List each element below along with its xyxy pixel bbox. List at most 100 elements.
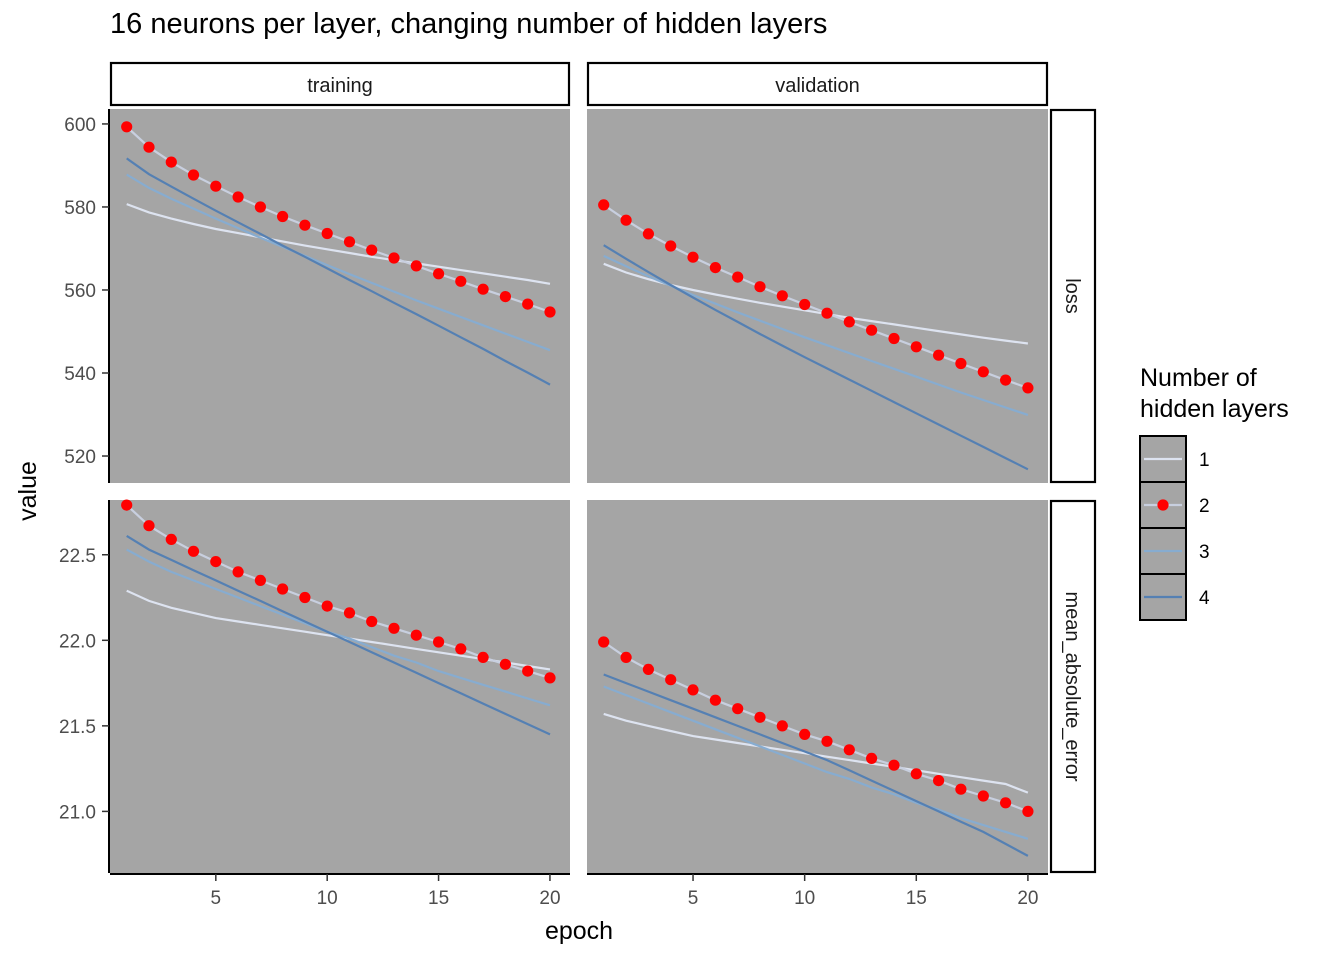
series-point-2-training-loss — [187, 169, 200, 181]
series-point-2-training-mean_absolute_error — [388, 622, 400, 634]
series-point-2-training-loss — [455, 275, 467, 287]
strip-mean_absolute_error — [1049, 499, 1097, 874]
series-point-2-validation-loss — [933, 349, 945, 361]
x-tick-label-validation: 20 — [1017, 888, 1038, 909]
strip-validation — [586, 61, 1049, 107]
strip-training — [109, 61, 571, 107]
series-point-2-training-loss — [343, 236, 356, 248]
series-point-2-validation-mean_absolute_error — [821, 735, 833, 747]
series-point-2-training-mean_absolute_error — [343, 607, 356, 619]
series-point-2-training-mean_absolute_error — [477, 651, 489, 664]
strip-label-mean_absolute_error: mean_absolute_error — [1061, 591, 1083, 781]
series-point-2-training-mean_absolute_error — [232, 566, 244, 578]
y-tick-label-loss: 560 — [64, 281, 96, 302]
series-point-2-validation-loss — [642, 228, 655, 240]
y-axis-title: value — [14, 461, 42, 521]
series-point-2-training-mean_absolute_error — [366, 615, 378, 628]
series-point-2-training-loss — [277, 210, 289, 223]
series-line-3-training-mean_absolute_error — [126, 548, 551, 707]
x-tick-label-validation: 5 — [688, 888, 699, 909]
x-tick-label-training: 10 — [317, 888, 338, 909]
series-point-2-training-loss — [299, 219, 311, 231]
series-point-2-training-mean_absolute_error — [522, 665, 534, 677]
legend-label-4: 4 — [1199, 588, 1210, 609]
chart-title: 16 neurons per layer, changing number of… — [110, 8, 828, 40]
series-point-2-training-mean_absolute_error — [210, 556, 222, 568]
series-point-2-training-loss — [254, 201, 266, 213]
strip-loss — [1049, 108, 1097, 484]
y-tick-label-mean_absolute_error: 21.5 — [59, 717, 96, 738]
series-line-4-training-mean_absolute_error — [126, 534, 551, 736]
y-tick-label-loss: 580 — [64, 198, 96, 219]
series-point-2-validation-loss — [1022, 382, 1034, 394]
series-point-2-training-loss — [321, 227, 333, 240]
series-point-2-validation-loss — [709, 262, 722, 274]
series-point-2-validation-mean_absolute_error — [933, 775, 945, 787]
series-point-2-validation-mean_absolute_error — [754, 711, 766, 723]
y-tick-label-loss: 540 — [64, 364, 96, 385]
series-point-2-validation-loss — [732, 271, 744, 283]
series-point-2-validation-loss — [776, 290, 788, 302]
legend-key-point-2 — [1157, 499, 1169, 511]
series-point-2-training-loss — [366, 244, 378, 256]
series-line-3-validation-mean_absolute_error — [603, 685, 1029, 840]
series-point-2-validation-mean_absolute_error — [620, 651, 632, 664]
series-point-2-training-loss — [232, 191, 244, 203]
x-axis-title: epoch — [545, 917, 613, 945]
x-tick-label-validation: 10 — [794, 888, 815, 909]
series-line-4-validation-loss — [603, 244, 1029, 471]
x-tick-label-training: 20 — [539, 888, 560, 909]
panel-background-training-mean_absolute_error — [110, 500, 570, 873]
y-tick-label-mean_absolute_error: 22.0 — [59, 631, 96, 652]
series-point-2-validation-mean_absolute_error — [776, 720, 788, 732]
series-point-2-training-mean_absolute_error — [321, 600, 333, 612]
strip-label-validation: validation — [775, 75, 860, 97]
series-point-2-training-mean_absolute_error — [299, 591, 311, 604]
series-point-2-training-loss — [499, 291, 511, 303]
series-point-2-training-loss — [433, 268, 445, 280]
series-point-2-validation-loss — [1000, 374, 1012, 386]
series-point-2-training-mean_absolute_error — [499, 658, 511, 670]
series-point-2-validation-loss — [843, 316, 855, 328]
series-point-2-validation-mean_absolute_error — [665, 674, 677, 686]
series-point-2-validation-loss — [620, 214, 632, 226]
series-point-2-validation-mean_absolute_error — [642, 663, 655, 676]
y-tick-label-loss: 600 — [64, 115, 96, 136]
series-point-2-validation-loss — [821, 307, 833, 319]
strip-label-training: training — [307, 75, 373, 97]
series-point-2-validation-mean_absolute_error — [598, 636, 610, 648]
series-point-2-training-mean_absolute_error — [433, 636, 445, 648]
x-tick-label-validation: 15 — [906, 888, 927, 909]
series-point-2-training-loss — [388, 252, 400, 264]
x-tick-label-training: 5 — [211, 888, 222, 909]
series-point-2-validation-mean_absolute_error — [1000, 797, 1012, 809]
legend-label-2: 2 — [1199, 496, 1210, 517]
legend-label-3: 3 — [1199, 542, 1210, 563]
series-point-2-validation-mean_absolute_error — [732, 703, 744, 715]
series-point-2-training-mean_absolute_error — [455, 643, 467, 655]
panel-background-validation-loss — [587, 109, 1048, 483]
series-point-2-validation-loss — [977, 366, 989, 378]
series-point-2-validation-mean_absolute_error — [687, 684, 699, 696]
series-point-2-validation-loss — [955, 357, 967, 370]
series-point-2-training-loss — [210, 180, 222, 192]
series-line-4-validation-mean_absolute_error — [603, 673, 1029, 857]
y-tick-label-mean_absolute_error: 22.5 — [59, 546, 96, 567]
series-point-2-validation-loss — [665, 240, 677, 252]
series-point-2-training-loss — [544, 306, 556, 318]
x-tick-label-training: 15 — [428, 888, 449, 909]
series-point-2-validation-mean_absolute_error — [709, 694, 722, 706]
series-point-2-training-mean_absolute_error — [410, 629, 422, 641]
series-point-2-validation-mean_absolute_error — [910, 768, 922, 780]
series-point-2-validation-mean_absolute_error — [888, 759, 900, 771]
series-line-4-training-loss — [126, 157, 551, 386]
y-tick-label-loss: 520 — [64, 447, 96, 468]
series-point-2-training-loss — [121, 121, 133, 133]
strip-label-loss: loss — [1061, 278, 1083, 314]
series-point-2-validation-loss — [687, 251, 699, 263]
series-point-2-validation-loss — [910, 341, 922, 353]
series-point-2-validation-loss — [598, 199, 610, 211]
series-point-2-training-loss — [165, 156, 177, 168]
series-point-2-training-loss — [477, 283, 489, 295]
